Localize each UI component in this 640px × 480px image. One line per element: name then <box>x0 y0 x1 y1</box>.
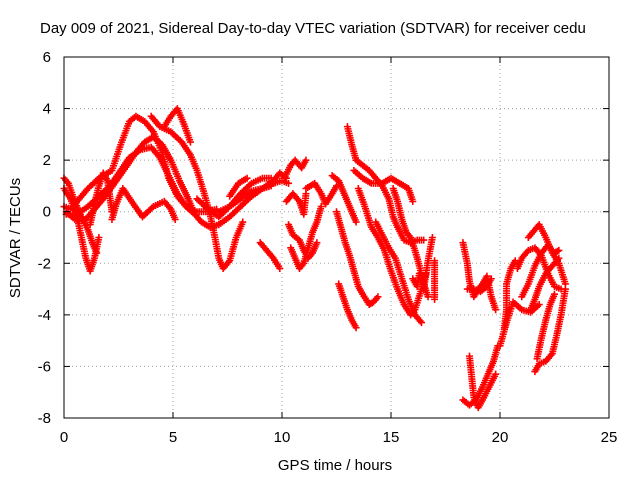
data-track <box>108 185 179 223</box>
data-point <box>352 218 360 226</box>
data-track <box>86 169 116 229</box>
data-point <box>424 293 432 301</box>
x-tick-label: 0 <box>60 429 68 446</box>
data-point <box>492 306 500 314</box>
data-point <box>418 319 426 327</box>
data-point <box>302 156 310 164</box>
x-tick-label: 20 <box>492 429 509 446</box>
data-point <box>553 247 561 255</box>
data-point <box>561 285 569 293</box>
data-point <box>285 179 293 187</box>
y-tick-label: 4 <box>43 101 51 118</box>
data-track <box>518 241 563 301</box>
data-track <box>372 218 426 327</box>
y-tick-label: -6 <box>38 358 51 375</box>
data-point <box>428 234 436 241</box>
data-point <box>313 239 321 247</box>
data-track <box>533 290 558 363</box>
y-tick-label: 6 <box>43 49 51 66</box>
x-tick-label: 15 <box>383 429 400 446</box>
data-track <box>524 221 569 288</box>
data-track <box>328 172 360 226</box>
data-point <box>555 246 563 254</box>
data-track <box>147 112 247 272</box>
data-point <box>492 370 500 378</box>
data-track <box>465 352 500 412</box>
data-track <box>256 239 284 272</box>
data-point <box>239 218 247 226</box>
data-track <box>160 105 194 146</box>
data-point <box>276 264 284 272</box>
data-track <box>531 285 569 376</box>
x-axis-label: GPS time / hours <box>278 457 392 474</box>
y-tick-label: 2 <box>43 152 51 169</box>
x-tick-label: 25 <box>601 429 618 446</box>
data-track <box>302 179 340 208</box>
data-point <box>95 234 103 241</box>
data-track <box>527 254 563 314</box>
data-point <box>551 290 558 298</box>
data-track <box>333 208 382 309</box>
plot-border <box>63 56 610 419</box>
data-track <box>389 185 432 301</box>
data-track <box>431 257 439 303</box>
data-point <box>409 197 417 205</box>
data-track <box>500 257 519 332</box>
data-track <box>282 190 310 218</box>
data-point <box>431 295 439 303</box>
data-point <box>191 210 199 218</box>
data-point <box>317 203 325 211</box>
data-point <box>535 301 543 309</box>
data-point <box>171 215 179 223</box>
data-track <box>350 166 417 205</box>
data-track <box>280 156 310 182</box>
data-track <box>285 221 321 262</box>
data-track <box>409 234 436 293</box>
x-tick-label: 10 <box>274 429 291 446</box>
data-point <box>243 174 251 182</box>
data-point <box>374 293 382 301</box>
data-marks <box>60 105 569 412</box>
y-tick-label: -8 <box>38 410 51 427</box>
data-track <box>287 203 325 272</box>
data-point <box>352 324 360 332</box>
axes: 0 5 10 15 20 25 -8 -6 -4 -2 0 2 4 6 <box>38 49 618 446</box>
data-point <box>555 254 563 262</box>
data-track <box>463 275 495 296</box>
y-axis-label: SDTVAR / TECUs <box>7 178 24 298</box>
chart-title: Day 009 of 2021, Sidereal Day-to-day VTE… <box>40 20 586 37</box>
data-track <box>226 174 251 200</box>
data-track <box>459 239 500 314</box>
data-point <box>186 138 194 146</box>
data-track <box>343 123 428 247</box>
y-tick-label: -4 <box>38 307 51 324</box>
x-tick-label: 5 <box>169 429 177 446</box>
y-tick-label: 0 <box>43 204 51 221</box>
data-point <box>487 275 495 283</box>
data-track <box>335 280 360 332</box>
y-tick-label: -2 <box>38 255 51 272</box>
data-point <box>420 236 428 244</box>
